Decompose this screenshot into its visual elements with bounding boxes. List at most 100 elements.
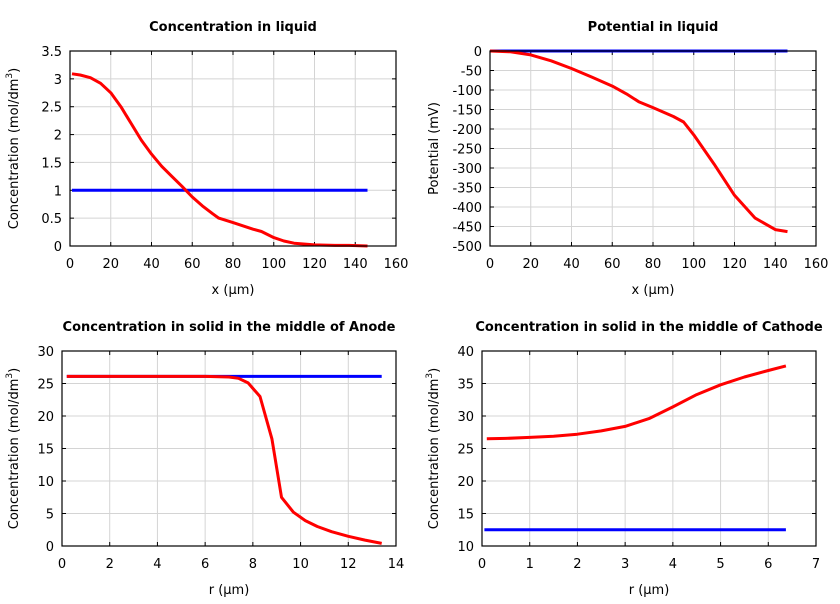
x-tick-label: 6 xyxy=(764,557,772,572)
x-tick-label: 0 xyxy=(58,557,66,572)
x-tick-label: 80 xyxy=(645,257,662,272)
red-series-line xyxy=(489,49,788,234)
x-tick-label: 60 xyxy=(604,257,621,272)
y-tick-label: -150 xyxy=(452,104,482,119)
x-tick-label: 10 xyxy=(292,557,309,572)
x-tick-label: 140 xyxy=(763,257,788,272)
y-axis-label-end: ) xyxy=(427,368,442,373)
y-tick-label: -200 xyxy=(452,123,482,138)
x-tick-label: 0 xyxy=(478,557,486,572)
chart-title: Concentration in solid in the middle of … xyxy=(63,320,396,335)
x-tick-label: 20 xyxy=(102,257,119,272)
x-tick-label: 2 xyxy=(106,557,114,572)
x-tick-label: 160 xyxy=(384,257,409,272)
y-tick-label: 2 xyxy=(54,129,62,144)
x-tick-label: 2 xyxy=(573,557,581,572)
y-tick-label: -450 xyxy=(452,221,482,236)
x-tick-label: 160 xyxy=(804,257,829,272)
y-tick-label: -500 xyxy=(452,240,482,255)
x-tick-label: 120 xyxy=(302,257,327,272)
x-tick-label: 4 xyxy=(153,557,161,572)
x-tick-label: 12 xyxy=(340,557,357,572)
red-series-line xyxy=(486,364,787,441)
y-tick-label: 25 xyxy=(457,443,474,458)
y-axis-label-superscript: 3 xyxy=(5,73,15,79)
x-tick-label: 7 xyxy=(812,557,820,572)
y-tick-label: 2.5 xyxy=(41,101,62,116)
y-axis-label-text: Potential (mV) xyxy=(427,102,442,195)
y-tick-label: 0 xyxy=(46,540,54,555)
y-axis-label-end: ) xyxy=(7,368,22,373)
x-tick-label: 14 xyxy=(388,557,405,572)
y-tick-label: -250 xyxy=(452,143,482,158)
x-tick-label: 0 xyxy=(486,257,494,272)
x-tick-label: 20 xyxy=(522,257,539,272)
y-axis-label-superscript: 3 xyxy=(425,373,435,379)
y-tick-label: 15 xyxy=(37,443,54,458)
x-axis-label: x (µm) xyxy=(632,283,675,298)
x-axis-label: r (µm) xyxy=(209,583,250,598)
y-tick-label: 1.5 xyxy=(41,156,62,171)
x-tick-label: 5 xyxy=(716,557,724,572)
y-axis-label-end: ) xyxy=(7,68,22,73)
x-tick-label: 100 xyxy=(681,257,706,272)
y-tick-label: 10 xyxy=(37,475,54,490)
y-tick-label: 10 xyxy=(457,540,474,555)
x-tick-label: 1 xyxy=(526,557,534,572)
y-tick-label: 35 xyxy=(457,378,474,393)
chart-3: Concentration in solid in the middle of … xyxy=(5,320,404,598)
y-axis-label-text: Concentration (mol/dm xyxy=(7,379,22,530)
red-series-line xyxy=(71,72,368,248)
x-tick-label: 3 xyxy=(621,557,629,572)
red-series-line xyxy=(66,374,382,545)
y-tick-label: 0 xyxy=(54,240,62,255)
x-tick-label: 8 xyxy=(249,557,257,572)
y-tick-label: -400 xyxy=(452,201,482,216)
y-tick-label: 0 xyxy=(474,45,482,60)
y-tick-label: 0.5 xyxy=(41,212,62,227)
chart-title: Potential in liquid xyxy=(588,20,719,35)
y-tick-label: -350 xyxy=(452,182,482,197)
y-axis-label: Concentration (mol/dm3) xyxy=(425,368,442,530)
y-tick-label: 30 xyxy=(37,345,54,360)
y-tick-label: 25 xyxy=(37,378,54,393)
chart-title: Concentration in solid in the middle of … xyxy=(475,320,823,335)
y-axis-label-text: Concentration (mol/dm xyxy=(427,379,442,530)
y-axis-label: Concentration (mol/dm3) xyxy=(5,368,22,530)
x-tick-label: 0 xyxy=(66,257,74,272)
x-tick-label: 140 xyxy=(343,257,368,272)
x-tick-label: 120 xyxy=(722,257,747,272)
y-axis-label-superscript: 3 xyxy=(5,373,15,379)
x-tick-label: 40 xyxy=(143,257,160,272)
y-tick-label: 5 xyxy=(46,508,54,523)
chart-title: Concentration in liquid xyxy=(149,20,317,35)
y-tick-label: 1 xyxy=(54,184,62,199)
plot-frame xyxy=(489,50,817,247)
y-tick-label: -300 xyxy=(452,162,482,177)
y-axis-label-text: Concentration (mol/dm xyxy=(7,79,22,230)
y-tick-label: 30 xyxy=(457,410,474,425)
plot-frame xyxy=(481,350,817,547)
x-axis-label: r (µm) xyxy=(629,583,670,598)
x-tick-label: 60 xyxy=(184,257,201,272)
chart-2: Potential in liquid 0 20 40 60 80 100 120 140 160… xyxy=(427,20,828,298)
x-tick-label: 4 xyxy=(669,557,677,572)
plot-frame xyxy=(61,350,397,547)
y-tick-label: 20 xyxy=(37,410,54,425)
plot-frame xyxy=(69,50,397,247)
y-axis-label: Potential (mV) xyxy=(427,102,442,195)
y-tick-label: -100 xyxy=(452,84,482,99)
y-tick-label: 3.5 xyxy=(41,45,62,60)
y-tick-label: 3 xyxy=(54,73,62,88)
x-tick-label: 40 xyxy=(563,257,580,272)
x-axis-label: x (µm) xyxy=(212,283,255,298)
y-tick-label: 40 xyxy=(457,345,474,360)
y-tick-label: 20 xyxy=(457,475,474,490)
y-axis-label: Concentration (mol/dm3) xyxy=(5,68,22,230)
x-tick-label: 80 xyxy=(225,257,242,272)
y-tick-label: -50 xyxy=(461,65,482,80)
x-tick-label: 6 xyxy=(201,557,209,572)
y-tick-label: 15 xyxy=(457,508,474,523)
